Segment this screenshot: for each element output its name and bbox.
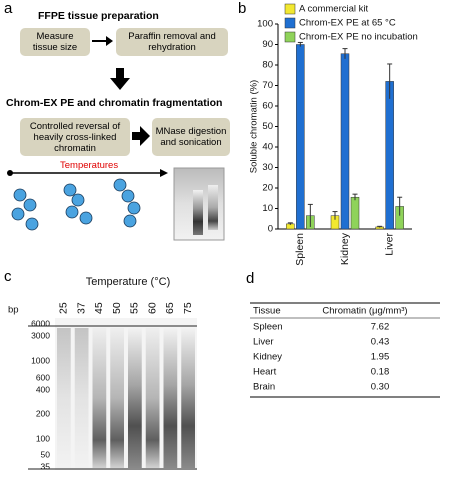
y-tick-label: 70 bbox=[262, 80, 273, 91]
y-tick-label: 0 bbox=[268, 224, 273, 235]
bar bbox=[296, 44, 305, 230]
ladder-label: 100 bbox=[36, 433, 50, 443]
arrow bbox=[116, 68, 124, 78]
gel-title: Temperature (°C) bbox=[86, 276, 170, 288]
ladder-label: 35 bbox=[41, 461, 51, 471]
table-cell: 0.18 bbox=[371, 367, 390, 378]
step-box: Controlled reversal of heavily cross-lin… bbox=[20, 118, 130, 156]
table-cell: 1.95 bbox=[371, 352, 390, 363]
table-cell: Spleen bbox=[253, 322, 283, 333]
panel-label: b bbox=[238, 0, 247, 17]
step-box: Measure tissue size bbox=[20, 28, 90, 56]
table-header: Chromatin (μg/mm³) bbox=[322, 306, 407, 317]
gel-lane bbox=[128, 328, 142, 468]
arrow-label: Temperatures bbox=[60, 160, 119, 171]
table-cell: 0.30 bbox=[371, 382, 390, 393]
ladder-label: 1000 bbox=[31, 355, 50, 365]
x-tick-label: Kidney bbox=[339, 232, 351, 265]
table-cell: Heart bbox=[253, 367, 277, 378]
heading: Chrom-EX PE and chromatin fragmentation bbox=[6, 97, 223, 109]
lane-label: 45 bbox=[93, 302, 105, 314]
step-box: Paraffin removal and rehydration bbox=[116, 28, 228, 56]
gel-lane bbox=[163, 328, 178, 468]
lane-label: 65 bbox=[164, 302, 176, 314]
lane-label: 60 bbox=[146, 302, 158, 314]
ladder-label: 600 bbox=[36, 372, 50, 382]
gel-lane bbox=[181, 328, 195, 468]
lane-label: 25 bbox=[58, 302, 70, 314]
x-tick-label: Liver bbox=[383, 233, 395, 256]
ladder-label: 50 bbox=[41, 449, 51, 459]
panel-label: a bbox=[4, 0, 13, 17]
legend-label: A commercial kit bbox=[299, 4, 369, 15]
gel-lane bbox=[74, 328, 89, 468]
arrow-head bbox=[110, 78, 130, 90]
ladder-label: 6000 bbox=[31, 318, 50, 328]
table-cell: 0.43 bbox=[371, 337, 390, 348]
legend-swatch bbox=[284, 31, 296, 43]
gel-lane bbox=[110, 328, 124, 468]
table-header: Tissue bbox=[253, 306, 281, 317]
step-box: MNase digestion and sonication bbox=[152, 118, 230, 156]
ladder-label: 3000 bbox=[31, 330, 50, 340]
arrow bbox=[132, 132, 140, 140]
panel-label: d bbox=[246, 270, 255, 287]
table-cell: 7.62 bbox=[371, 322, 390, 333]
table-cell: Brain bbox=[253, 382, 275, 393]
x-tick-label: Spleen bbox=[294, 233, 306, 266]
heading: FFPE tissue preparation bbox=[38, 10, 159, 22]
nucleosomes bbox=[11, 178, 141, 231]
legend-swatch bbox=[284, 17, 296, 29]
unit-label: bp bbox=[8, 305, 19, 316]
y-tick-label: 90 bbox=[262, 39, 273, 50]
gel-lane bbox=[92, 328, 107, 468]
lane-label: 75 bbox=[182, 302, 194, 314]
y-tick-label: 60 bbox=[262, 101, 273, 112]
legend-swatch bbox=[284, 3, 296, 15]
y-tick-label: 100 bbox=[257, 19, 273, 30]
mini-gel-lane bbox=[193, 190, 203, 235]
table-cell: Kidney bbox=[253, 352, 282, 363]
mini-gel-lane bbox=[208, 185, 218, 230]
arrow-head bbox=[160, 169, 168, 177]
bar bbox=[385, 81, 394, 230]
lane-label: 50 bbox=[111, 302, 123, 314]
y-tick-label: 40 bbox=[262, 142, 273, 153]
ladder-label: 200 bbox=[36, 408, 50, 418]
y-tick-label: 30 bbox=[262, 162, 273, 173]
lane-label: 55 bbox=[129, 302, 141, 314]
y-tick-label: 10 bbox=[262, 203, 273, 214]
arrow-head bbox=[140, 126, 150, 146]
y-axis-label: Soluble chromatin (%) bbox=[249, 80, 260, 173]
arrow-tail bbox=[7, 170, 13, 176]
gel-lane bbox=[57, 328, 71, 468]
y-tick-label: 50 bbox=[262, 121, 273, 132]
lane-label: 37 bbox=[75, 302, 87, 314]
legend-label: Chrom-EX PE no incubation bbox=[299, 32, 418, 43]
y-tick-label: 80 bbox=[262, 60, 273, 71]
bar bbox=[350, 196, 360, 230]
gel-lane bbox=[145, 328, 160, 468]
bar bbox=[340, 53, 350, 230]
arrow-head bbox=[106, 36, 113, 46]
table-cell: Liver bbox=[253, 337, 274, 348]
panel-label: c bbox=[4, 268, 12, 285]
y-tick-label: 20 bbox=[262, 183, 273, 194]
ladder-label: 400 bbox=[36, 384, 50, 394]
legend-label: Chrom-EX PE at 65 °C bbox=[299, 18, 396, 29]
